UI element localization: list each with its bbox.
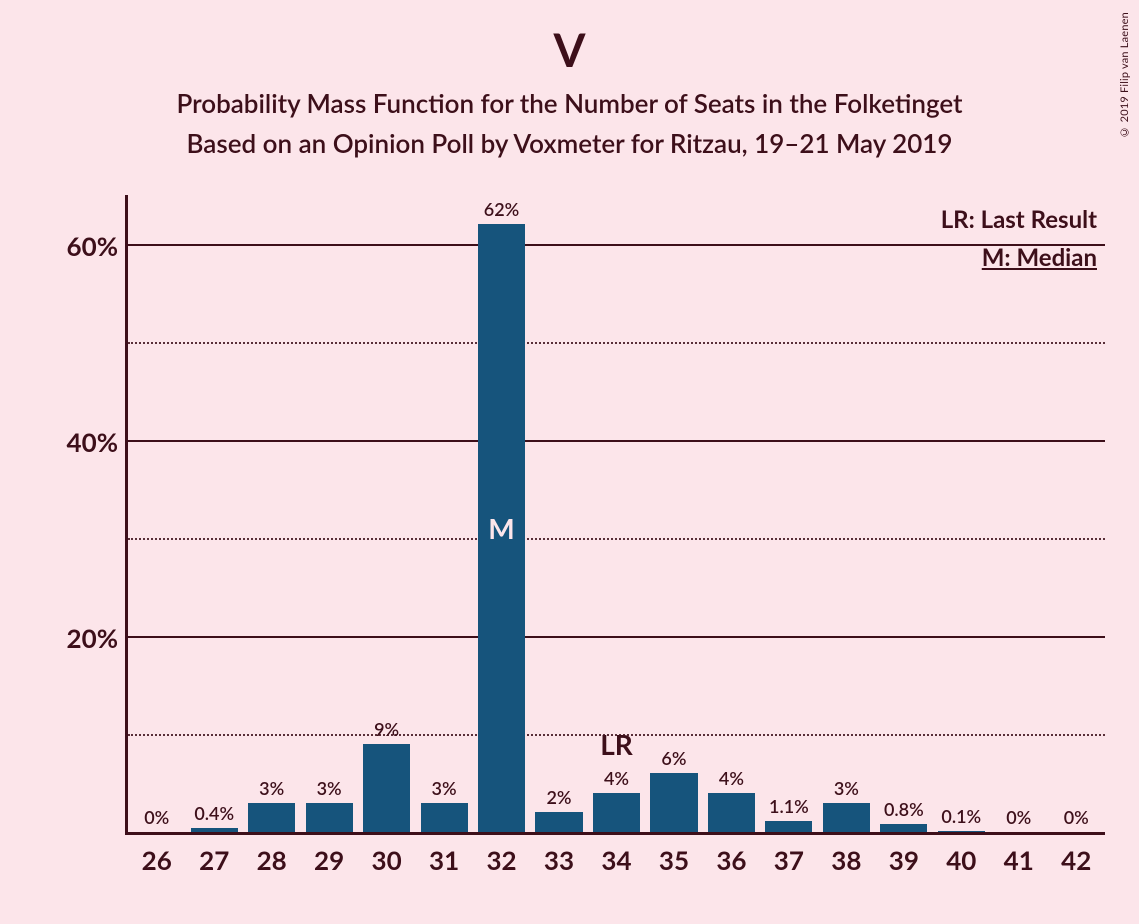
bar-value-label: 2% (546, 786, 571, 808)
bar: 6% (650, 773, 697, 832)
x-tick-label: 26 (142, 844, 172, 876)
bar-value-label: 4% (604, 767, 629, 789)
bar-value-label: 3% (432, 777, 457, 799)
x-tick-label: 29 (314, 844, 344, 876)
y-tick-label: 60% (67, 230, 118, 262)
y-tick-label: 20% (67, 622, 118, 654)
bar: 62%M (478, 224, 525, 832)
x-tick-label: 34 (601, 844, 631, 876)
bar-slot: 62%M32 (473, 195, 530, 832)
x-tick-label: 27 (199, 844, 229, 876)
chart: LR: Last Result M: Median 20%40%60% 0%26… (55, 195, 1115, 875)
bar-slot: 4%36 (703, 195, 760, 832)
title-block: V Probability Mass Function for the Numb… (0, 0, 1139, 164)
bar-slot: 0.8%39 (875, 195, 932, 832)
chart-subtitle-2: Based on an Opinion Poll by Voxmeter for… (0, 123, 1139, 163)
bar-value-label: 0.4% (194, 802, 234, 824)
bar: 3% (823, 803, 870, 832)
x-tick-label: 40 (946, 844, 976, 876)
bar-slot: 3%29 (300, 195, 357, 832)
bar-slot: 0.4%27 (185, 195, 242, 832)
x-tick-label: 32 (486, 844, 516, 876)
bar: 4% (708, 793, 755, 832)
bar-value-label: 62% (484, 198, 519, 220)
bar: 3% (306, 803, 353, 832)
x-tick-label: 39 (889, 844, 919, 876)
bars-container: 0%260.4%273%283%299%303%3162%M322%334%LR… (128, 195, 1105, 832)
chart-subtitle-1: Probability Mass Function for the Number… (0, 83, 1139, 123)
chart-title: V (0, 22, 1139, 77)
bar-value-label: 0.1% (941, 805, 981, 827)
median-marker: M (488, 511, 514, 545)
bar-value-label: 3% (834, 777, 859, 799)
bar-slot: 1.1%37 (760, 195, 817, 832)
bar-slot: 0.1%40 (933, 195, 990, 832)
bar-slot: 3%28 (243, 195, 300, 832)
bar: 2% (535, 812, 582, 832)
bar: 4%LR (593, 793, 640, 832)
bar-slot: 0%26 (128, 195, 185, 832)
bar-value-label: 6% (661, 747, 686, 769)
bar-slot: 0%42 (1048, 195, 1105, 832)
x-tick-label: 37 (774, 844, 804, 876)
bar-value-label: 9% (374, 718, 399, 740)
lr-marker: LR (600, 727, 633, 761)
copyright-text: © 2019 Filip van Laenen (1118, 12, 1131, 139)
x-tick-label: 42 (1061, 844, 1091, 876)
y-tick-label: 40% (67, 426, 118, 458)
x-tick-label: 35 (659, 844, 689, 876)
bar: 0.8% (880, 824, 927, 832)
bar-value-label: 1.1% (769, 795, 809, 817)
bar: 0.1% (938, 831, 985, 832)
bar: 0.4% (191, 828, 238, 832)
plot-area: LR: Last Result M: Median 20%40%60% 0%26… (125, 195, 1105, 835)
bar: 3% (421, 803, 468, 832)
bar-value-label: 0.8% (884, 798, 924, 820)
bar-value-label: 3% (317, 777, 342, 799)
bar-slot: 6%35 (645, 195, 702, 832)
bar-value-label: 4% (719, 767, 744, 789)
x-tick-label: 38 (831, 844, 861, 876)
x-tick-label: 41 (1004, 844, 1034, 876)
bar-slot: 3%31 (415, 195, 472, 832)
bar-slot: 4%LR34 (588, 195, 645, 832)
bar: 9% (363, 744, 410, 832)
bar-slot: 3%38 (818, 195, 875, 832)
bar: 3% (248, 803, 295, 832)
bar-slot: 9%30 (358, 195, 415, 832)
x-tick-label: 33 (544, 844, 574, 876)
bar-slot: 0%41 (990, 195, 1047, 832)
x-tick-label: 28 (257, 844, 287, 876)
bar-slot: 2%33 (530, 195, 587, 832)
bar: 1.1% (765, 821, 812, 832)
x-tick-label: 36 (716, 844, 746, 876)
x-tick-label: 31 (429, 844, 459, 876)
bar-value-label: 0% (144, 806, 169, 828)
x-tick-label: 30 (372, 844, 402, 876)
bar-value-label: 0% (1064, 806, 1089, 828)
bar-value-label: 0% (1006, 806, 1031, 828)
bar-value-label: 3% (259, 777, 284, 799)
